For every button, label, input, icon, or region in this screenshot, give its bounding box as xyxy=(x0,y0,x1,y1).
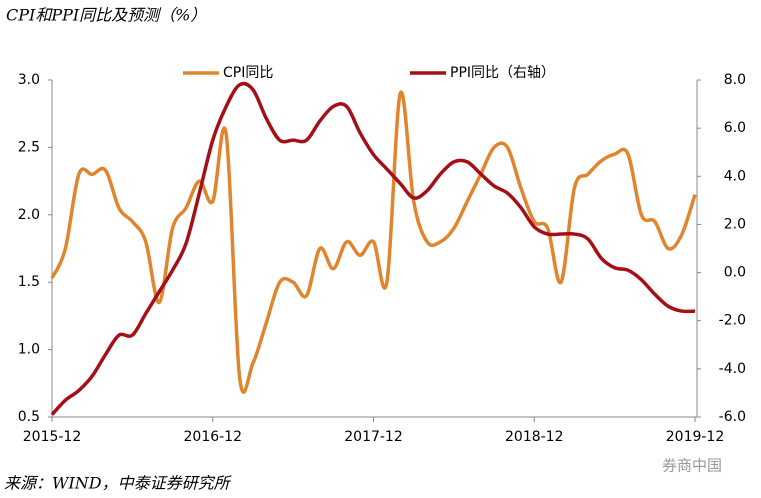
x-tick-label: 2015-12 xyxy=(23,429,82,445)
legend-label: CPI同比 xyxy=(223,65,273,81)
watermark: 券商中国 xyxy=(662,457,722,475)
x-tick-label: 2017-12 xyxy=(344,429,403,445)
y-tick-label: 2.0 xyxy=(18,207,40,223)
y-tick-label: 1.0 xyxy=(18,342,40,358)
y2-tick-label: 6.0 xyxy=(724,120,746,136)
chart-title: CPI和PPI同比及预测（%） xyxy=(6,6,206,25)
source: 来源：WIND，中泰证券研究所 xyxy=(4,474,233,493)
y-tick-label: 1.5 xyxy=(18,274,40,290)
series-line xyxy=(50,90,697,394)
y2-tick-label: -4.0 xyxy=(719,361,746,377)
y2-tick-label: -2.0 xyxy=(719,313,746,329)
legend-label: PPI同比（右轴） xyxy=(450,65,555,81)
y-tick-label: 0.5 xyxy=(18,409,40,425)
x-tick-label: 2018-12 xyxy=(505,429,564,445)
y2-tick-label: 2.0 xyxy=(724,216,746,232)
y-tick-label: 2.5 xyxy=(18,139,40,155)
y2-tick-label: -6.0 xyxy=(719,409,746,425)
y2-tick-label: 8.0 xyxy=(724,72,746,88)
x-tick-label: 2019-12 xyxy=(666,429,725,445)
y2-tick-label: 0.0 xyxy=(724,265,746,281)
series-line xyxy=(50,81,696,416)
y2-tick-label: 4.0 xyxy=(724,168,746,184)
y-tick-label: 3.0 xyxy=(18,72,40,88)
x-tick-label: 2016-12 xyxy=(184,429,243,445)
